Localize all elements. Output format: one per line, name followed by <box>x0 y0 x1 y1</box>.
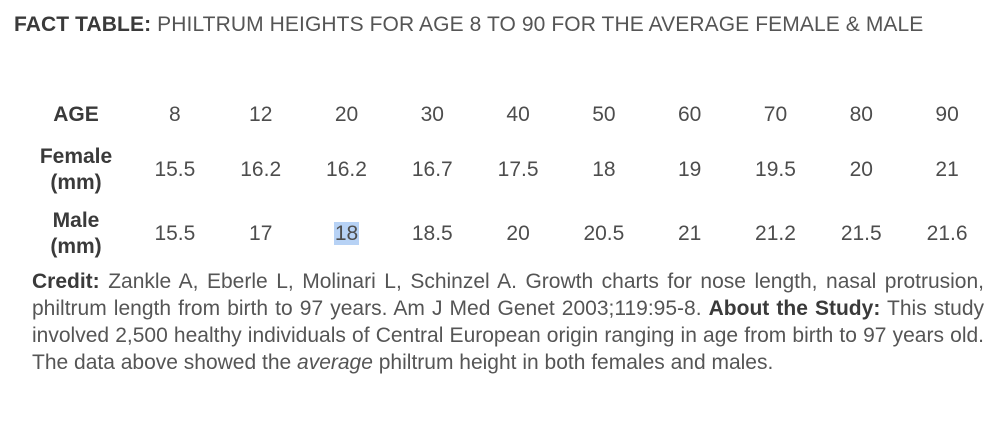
male-header-line2: (mm) <box>50 235 102 258</box>
age-cell: 50 <box>592 103 616 126</box>
about-text-end: philtrum height in both females and male… <box>372 351 774 374</box>
male-cell: 21 <box>678 222 702 245</box>
male-cell: 18 <box>304 202 390 266</box>
about-label: About the Study: <box>708 297 881 320</box>
title-label: FACT TABLE: <box>14 13 152 36</box>
female-header: Female (mm) <box>20 138 132 202</box>
age-cell: 90 <box>935 103 959 126</box>
male-cell: 17 <box>249 222 273 245</box>
female-cell: 16.7 <box>411 158 453 181</box>
table-row-age: AGE 8 12 20 30 40 50 60 70 80 90 <box>20 92 990 138</box>
female-cell: 21 <box>935 158 959 181</box>
male-header-line1: Male <box>52 209 100 232</box>
male-cell: 21.6 <box>926 222 968 245</box>
credit-paragraph: Credit: Zankle A, Eberle L, Molinari L, … <box>32 268 984 376</box>
male-cell: 20.5 <box>583 222 625 245</box>
about-emphasis: average <box>297 351 373 374</box>
fact-table: AGE 8 12 20 30 40 50 60 70 80 90 Female (… <box>20 92 990 266</box>
female-cell: 17.5 <box>497 158 539 181</box>
age-header: AGE <box>53 103 99 126</box>
male-cell: 21.2 <box>755 222 796 245</box>
male-cell: 15.5 <box>154 222 196 245</box>
age-cell: 70 <box>763 103 788 126</box>
age-cell: 30 <box>420 103 444 126</box>
title-text: PHILTRUM HEIGHTS FOR AGE 8 TO 90 FOR THE… <box>151 13 924 36</box>
credit-text: Zankle A, Eberle L, Molinari L, Schinzel… <box>32 270 984 320</box>
table-row-female: Female (mm) 15.5 16.2 16.2 16.7 17.5 18 1… <box>20 138 990 202</box>
male-cell: 21.5 <box>840 222 882 245</box>
about-text: This study involved 2,500 healthy indivi… <box>32 297 984 374</box>
age-cell: 60 <box>678 103 702 126</box>
female-cell: 20 <box>849 158 873 181</box>
female-cell: 16.2 <box>326 158 367 181</box>
age-cell: 20 <box>334 103 359 126</box>
female-cell: 16.2 <box>240 158 282 181</box>
age-cell: 40 <box>506 103 530 126</box>
female-header-line2: (mm) <box>50 171 102 194</box>
male-cell: 20 <box>506 222 530 245</box>
age-cell: 8 <box>169 103 181 126</box>
page-title: FACT TABLE: PHILTRUM HEIGHTS FOR AGE 8 T… <box>14 8 944 41</box>
table-row-male: Male (mm) 15.5 17 18 18.5 20 20.5 21 21.2… <box>20 202 990 266</box>
age-cell: 80 <box>849 103 873 126</box>
age-cell: 12 <box>249 103 273 126</box>
selected-text-highlight[interactable]: 18 <box>333 222 360 245</box>
female-cell: 19 <box>678 158 702 181</box>
credit-label: Credit: <box>32 270 100 293</box>
female-header-line1: Female <box>39 145 113 168</box>
male-header: Male (mm) <box>20 202 132 266</box>
female-cell: 18 <box>592 158 616 181</box>
female-cell: 19.5 <box>755 158 796 181</box>
female-cell: 15.5 <box>154 158 196 181</box>
male-cell: 18.5 <box>411 222 453 245</box>
